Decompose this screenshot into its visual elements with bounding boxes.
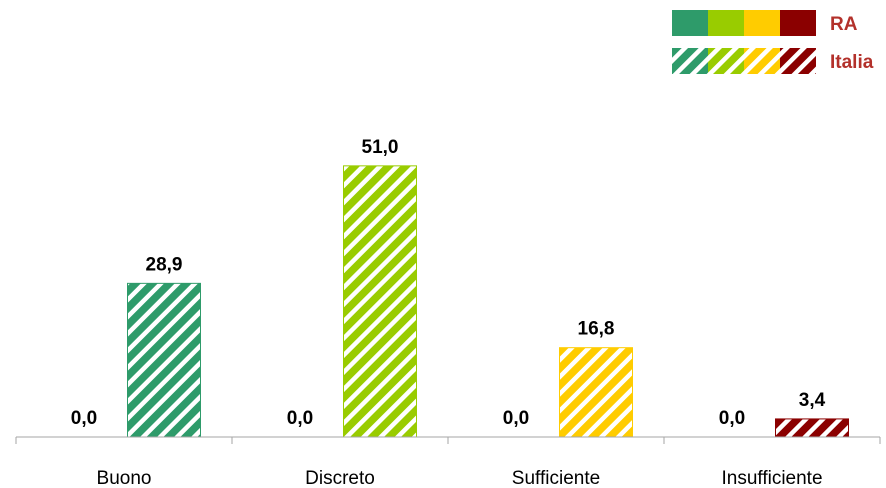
x-axis-ticks [15, 437, 881, 444]
value-label: 51,0 [362, 137, 399, 158]
value-label: 0,0 [503, 408, 529, 429]
value-label: 16,8 [578, 319, 615, 340]
legend-swatch-ra [672, 10, 708, 36]
category-labels-group: Buono Discreto Sufficiente Insufficiente [97, 468, 823, 488]
legend-swatch-italia [780, 48, 816, 74]
category-label-discreto: Discreto [305, 468, 375, 488]
category-label-insufficiente: Insufficiente [721, 468, 822, 488]
legend-swatch-ra [708, 10, 744, 36]
legend-label-ra: RA [830, 14, 858, 35]
category-label-buono: Buono [97, 468, 152, 488]
legend: RA Italia [672, 10, 874, 74]
legend-swatch-italia [708, 48, 744, 74]
bar-italia-buono [127, 282, 201, 438]
legend-swatch-italia [744, 48, 780, 74]
category-label-sufficiente: Sufficiente [512, 468, 600, 488]
value-label: 3,4 [799, 390, 826, 411]
legend-swatch-ra [780, 10, 816, 36]
value-label: 0,0 [287, 408, 313, 429]
value-labels-group: 0,0 28,9 0,0 51,0 0,0 16,8 0,0 3,4 [71, 137, 826, 429]
legend-label-italia: Italia [830, 52, 874, 73]
legend-swatch-italia [672, 48, 708, 74]
value-label: 0,0 [71, 408, 97, 429]
bar-italia-insufficiente [775, 418, 849, 438]
bar-italia-discreto [343, 165, 417, 438]
value-label: 28,9 [146, 254, 183, 275]
value-label: 0,0 [719, 408, 745, 429]
bar-italia-sufficiente [559, 347, 633, 438]
bars-group [127, 165, 849, 438]
legend-swatch-ra [744, 10, 780, 36]
